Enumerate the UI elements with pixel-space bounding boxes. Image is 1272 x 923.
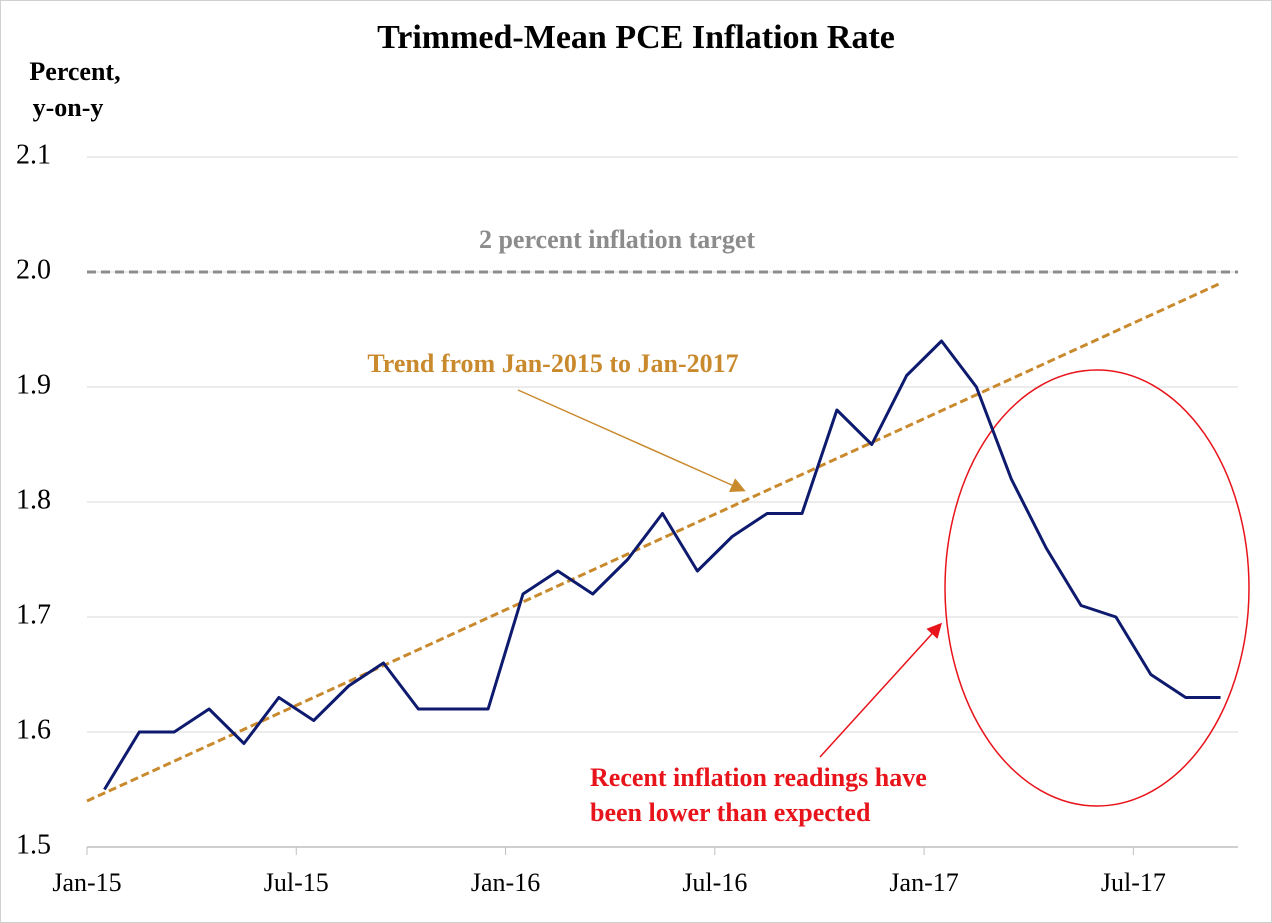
x-tick-label: Jan-15 (52, 868, 121, 897)
note-label: Recent inflation readings have (590, 763, 927, 792)
note-arrow (819, 622, 943, 758)
x-tick-label: Jul-16 (682, 868, 747, 897)
data-line (103, 339, 1221, 791)
y-axis-label: Percent, (29, 57, 120, 86)
y-tick-label: 1.7 (16, 599, 51, 630)
y-tick-label: 1.5 (16, 829, 51, 860)
y-tick-label: 1.8 (16, 484, 51, 515)
y-tick-label: 1.9 (16, 369, 51, 400)
trend-label: Trend from Jan-2015 to Jan-2017 (367, 349, 738, 378)
target-label: 2 percent inflation target (479, 225, 755, 254)
chart-title: Trimmed-Mean PCE Inflation Rate (377, 19, 895, 56)
trend-line (86, 282, 1221, 803)
y-tick-label: 1.6 (16, 714, 51, 745)
x-tick-label: Jul-17 (1101, 868, 1166, 897)
x-tick-label: Jan-17 (889, 868, 958, 897)
y-tick-label: 2.0 (16, 254, 51, 285)
trend-arrow (517, 389, 746, 492)
y-tick-label: 2.1 (16, 139, 51, 170)
note-label: been lower than expected (590, 798, 871, 827)
highlight-ellipse (944, 369, 1250, 807)
x-tick-label: Jan-16 (471, 868, 540, 897)
x-tick-label: Jul-15 (264, 868, 329, 897)
y-axis-label: y-on-y (33, 93, 104, 122)
